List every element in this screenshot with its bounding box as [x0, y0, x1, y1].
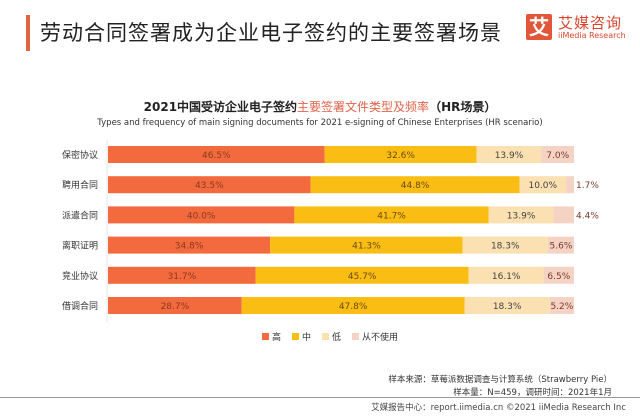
legend-label: 中 — [302, 331, 311, 343]
footer-divider — [0, 397, 640, 398]
data-label: 13.9% — [507, 211, 536, 221]
sample-note: 样本量：N=459，调研时间：2021年1月 — [453, 388, 612, 398]
bar-segment — [543, 266, 574, 284]
bar-segment — [108, 266, 256, 284]
data-label: 32.6% — [386, 151, 415, 161]
category-label: 聘用合同 — [62, 179, 98, 191]
data-label: 41.3% — [352, 242, 381, 252]
chart-title-highlight: 主要签署文件类型及频率 — [297, 100, 430, 114]
legend-swatch — [352, 333, 359, 340]
bar-segment — [468, 266, 544, 284]
bar-segment — [519, 176, 567, 194]
data-label: 18.3% — [493, 302, 522, 312]
data-label: 10.0% — [528, 181, 557, 191]
legend-swatch — [292, 333, 299, 340]
chart-subtitle: Types and frequency of main signing docu… — [97, 118, 543, 128]
data-label: 18.3% — [491, 242, 520, 252]
bar-segment — [310, 176, 520, 194]
bar-segment — [566, 176, 574, 194]
logo-mark: 艾 — [526, 14, 552, 40]
category-label: 派遣合同 — [62, 209, 98, 221]
category-label: 离职证明 — [62, 240, 98, 252]
bar-segment — [108, 146, 325, 163]
data-label: 34.8% — [175, 242, 204, 252]
bar-segment — [476, 146, 542, 163]
data-label: 13.9% — [495, 151, 524, 161]
data-label: 47.8% — [339, 302, 368, 312]
bar-segment — [294, 206, 489, 224]
bar-segment — [488, 206, 554, 224]
bar-segment — [108, 297, 242, 314]
data-label: 45.7% — [348, 272, 377, 282]
category-label: 借调合同 — [62, 300, 98, 312]
data-label: 41.7% — [377, 211, 406, 221]
chart-title: 2021中国受访企业电子签约主要签署文件类型及频率（HR场景） — [0, 98, 640, 115]
data-label: 40.0% — [187, 211, 216, 221]
data-label: 31.7% — [168, 272, 197, 282]
bar-segment — [108, 206, 295, 224]
legend-label: 低 — [332, 331, 341, 343]
footer-text: 艾媒报告中心：report.iimedia.cn ©2021 iiMedia R… — [371, 403, 626, 413]
data-label: 44.8% — [401, 181, 430, 191]
data-label: 4.4% — [576, 211, 599, 221]
category-label: 竞业协议 — [62, 270, 98, 282]
legend-swatch — [322, 333, 329, 340]
bar-segment — [270, 236, 463, 254]
bar-segment — [541, 146, 574, 163]
data-label: 5.6% — [550, 242, 573, 252]
data-label: 7.0% — [546, 151, 569, 161]
logo-english: iiMedia Research — [558, 31, 626, 40]
data-label: 43.5% — [195, 181, 224, 191]
chart-title-suffix: （HR场景） — [429, 100, 497, 114]
bar-segment — [241, 297, 465, 314]
bar-segment — [324, 146, 477, 163]
data-label: 6.5% — [547, 272, 570, 282]
bar-segment — [108, 176, 311, 194]
legend-label: 从不使用 — [362, 331, 398, 343]
category-label: 保密协议 — [62, 149, 98, 161]
bar-segment — [462, 236, 548, 254]
data-label: 16.1% — [492, 272, 521, 282]
data-label: 46.5% — [202, 151, 231, 161]
legend-swatch — [262, 333, 269, 340]
data-label: 5.2% — [550, 302, 573, 312]
bar-segment — [464, 297, 550, 314]
data-label: 28.7% — [161, 302, 190, 312]
legend-label: 高 — [272, 331, 281, 343]
page-title: 劳动合同签署成为企业电子签约的主要签署场景 — [40, 21, 502, 45]
bar-segment — [108, 236, 271, 254]
bar-segment — [549, 297, 574, 314]
chart-title-prefix: 2021中国受访企业电子签约 — [143, 100, 298, 114]
logo-name: 艾媒咨询 — [558, 14, 623, 32]
data-label: 1.7% — [576, 181, 599, 191]
title-accent-bar — [26, 15, 30, 51]
bar-segment — [547, 236, 574, 254]
bar-segment — [553, 206, 574, 224]
source-note: 样本来源：草莓派数据调查与计算系统（Strawberry Pie） — [388, 375, 612, 385]
bar-segment — [255, 266, 469, 284]
